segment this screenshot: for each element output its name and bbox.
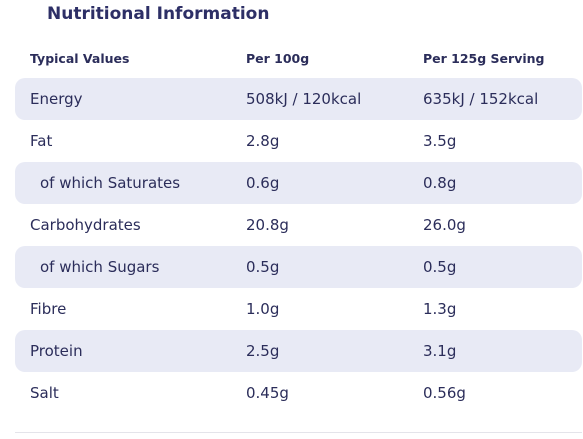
table-row: Protein 2.5g 3.1g — [15, 330, 582, 372]
cell: 20.8g — [246, 216, 289, 234]
table-row: Carbohydrates 20.8g 26.0g — [15, 204, 582, 246]
table-row: of which Saturates 0.6g 0.8g — [15, 162, 582, 204]
cell: 635kJ / 152kcal — [423, 90, 539, 108]
cell: 1.3g — [423, 300, 457, 318]
cell: Typical Values — [30, 51, 130, 66]
cell: Protein — [30, 342, 83, 360]
cell: 3.1g — [423, 342, 457, 360]
cell: Per 100g — [246, 51, 310, 66]
nutrition-table: Typical Values Per 100g Per 125g Serving En… — [15, 40, 582, 414]
title: Nutritional Information — [47, 4, 270, 24]
table-row: Salt 0.45g 0.56g — [15, 372, 582, 414]
table-row: Fibre 1.0g 1.3g — [15, 288, 582, 330]
header-row: Typical Values Per 100g Per 125g Serving — [15, 40, 582, 78]
cell: 508kJ / 120kcal — [246, 90, 362, 108]
cell: 3.5g — [423, 132, 457, 150]
table-row: Fat 2.8g 3.5g — [15, 120, 582, 162]
cell: 2.5g — [246, 342, 280, 360]
cell: of which Saturates — [40, 174, 181, 192]
cell: 0.45g — [246, 384, 289, 402]
table-row: of which Sugars 0.5g 0.5g — [15, 246, 582, 288]
cell: Fat — [30, 132, 53, 150]
cell: Salt — [30, 384, 59, 402]
cell: 0.56g — [423, 384, 466, 402]
cell: 26.0g — [423, 216, 466, 234]
cell: 0.6g — [246, 174, 280, 192]
table-row: Energy 508kJ / 120kcal 635kJ / 152kcal — [15, 78, 582, 120]
cell: 1.0g — [246, 300, 280, 318]
cell: 0.5g — [423, 258, 457, 276]
cell: of which Sugars — [40, 258, 160, 276]
cell: Carbohydrates — [30, 216, 141, 234]
cell: 0.8g — [423, 174, 457, 192]
cell: Per 125g Serving — [423, 51, 545, 66]
divider — [15, 432, 582, 433]
cell: 2.8g — [246, 132, 280, 150]
cell: Energy — [30, 90, 83, 108]
cell: 0.5g — [246, 258, 280, 276]
cell: Fibre — [30, 300, 67, 318]
